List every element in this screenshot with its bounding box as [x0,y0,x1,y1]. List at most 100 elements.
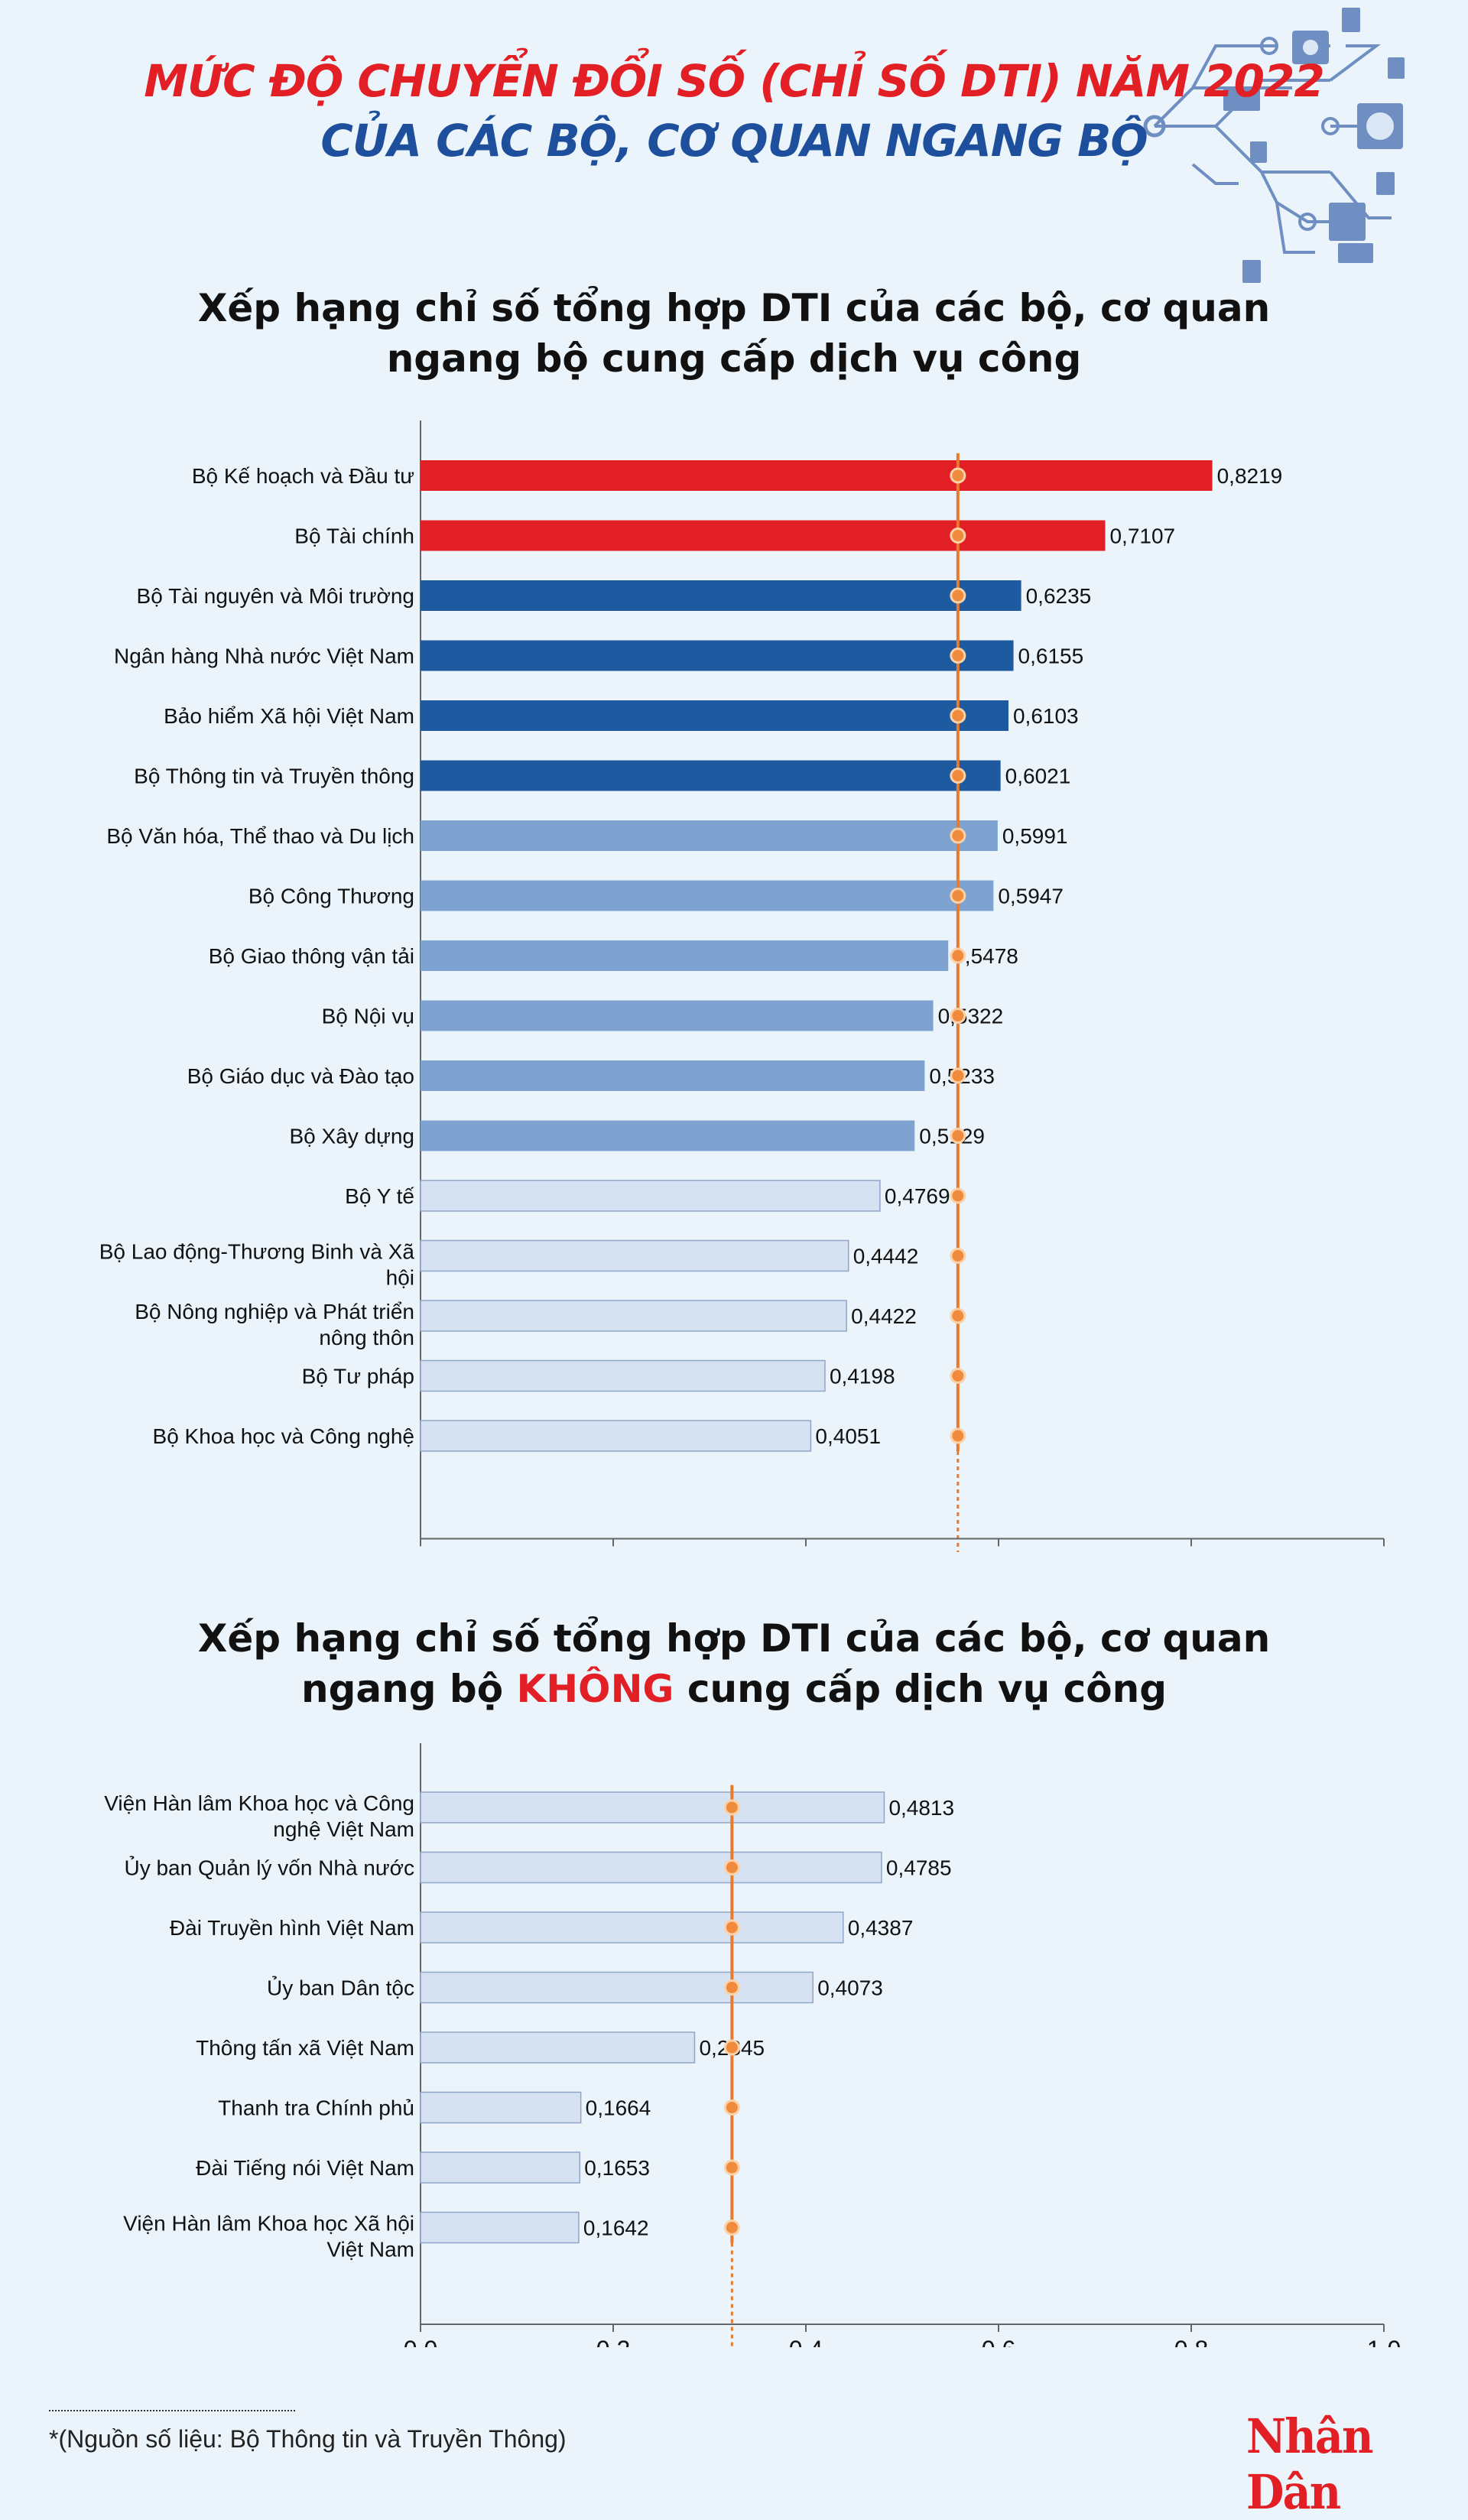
chart2-heading-before: ngang bộ [300,1667,517,1711]
circuit-decoration-icon [1143,8,1405,283]
category-label: Bộ Nội vụ [322,1005,414,1028]
bar [421,1120,915,1151]
bar-value-label: 0,8219 [1217,464,1283,488]
bar-value-label: 0,5947 [998,885,1064,908]
category-label: Viện Hàn lâm Khoa học và Công [104,1791,414,1815]
average-marker [723,2099,740,2116]
bar-value-label: 0,6235 [1026,584,1092,608]
average-marker [950,1248,966,1264]
average-marker [950,587,966,604]
average-marker [950,827,966,844]
chart1-heading: Xếp hạng chỉ số tổng hợp DTI của các bộ,… [0,283,1468,384]
bar-value-label: 0,5991 [1002,824,1068,848]
category-label: Ngân hàng Nhà nước Việt Nam [114,645,414,668]
bar [421,940,949,971]
bar-value-label: 0,6021 [1005,765,1071,788]
average-marker [950,1307,966,1324]
category-label: Bộ Kế hoạch và Đầu tư [192,464,414,488]
x-tick-label: 0,0 [404,1551,437,1553]
x-tick-label: 0,4 [789,2336,823,2347]
category-label: Bộ Khoa học và Công nghệ [153,1424,414,1448]
average-marker [950,707,966,724]
bar-value-label: 0,7107 [1109,524,1175,548]
bar-value-label: 0,4813 [888,1796,954,1820]
average-marker [950,528,966,544]
bar [421,460,1213,491]
bar [420,1971,814,2004]
category-label: Thông tấn xã Việt Nam [196,2036,414,2060]
chart2-dti-non-service-ministries: 0,4813 Viện Hàn lâm Khoa học và Côngnghệ … [104,1743,1401,2347]
average-marker [950,1187,966,1204]
nhan-dan-logo: Nhân Dân [1246,2408,1374,2520]
average-marker [950,648,966,664]
bar [421,880,994,911]
x-tick-label: 1,0 [1367,1551,1401,1553]
average-marker [723,2039,740,2056]
category-label: Viện Hàn lâm Khoa học Xã hội [123,2212,414,2236]
bar [420,1180,881,1212]
category-label: Bộ Giao thông vận tải [209,944,414,968]
bar [421,820,998,851]
category-label: Đài Tiếng nói Việt Nam [196,2156,414,2180]
category-label: nông thôn [319,1326,414,1349]
bar-value-label: 0,1642 [583,2216,649,2240]
bar-value-label: 0,4051 [815,1424,881,1448]
bar [421,520,1106,551]
bar-value-label: 0,4769 [885,1184,950,1208]
bar-value-label: 0,1664 [586,2096,651,2120]
x-tick-label: 0,0 [404,2336,437,2347]
category-label: Bộ Lao động-Thương Binh và Xã [99,1240,415,1264]
x-tick-label: 0,2 [596,1551,630,1553]
average-marker [950,1008,966,1024]
category-label: Thanh tra Chính phủ [218,2096,414,2120]
bar [421,1000,934,1031]
bar-value-label: 0,4073 [817,1976,883,2000]
x-tick-label: 0,8 [1174,2336,1208,2347]
bar [421,640,1014,671]
source-footnote: *(Nguồn số liệu: Bộ Thông tin và Truyền … [49,2425,567,2453]
bar-value-label: 0,4442 [853,1245,919,1268]
category-label: Bộ Tư pháp [302,1365,414,1388]
bar-value-label: 0,4198 [830,1365,895,1388]
footnote-divider [49,2410,295,2411]
chart2-heading-line2: ngang bộ KHÔNG cung cấp dịch vụ công [0,1664,1468,1714]
average-marker [723,1979,740,1996]
x-tick-label: 0,2 [596,2336,630,2347]
category-label: Bộ Giáo dục và Đào tạo [187,1064,414,1088]
bar [421,760,1001,791]
average-marker [950,467,966,484]
bar-value-label: 0,4785 [886,1856,952,1880]
main-title-line2: CỦA CÁC BỘ, CƠ QUAN NGANG BỘ [320,115,1148,167]
category-label: Đài Truyền hình Việt Nam [170,1916,414,1940]
category-label: hội [386,1266,414,1290]
average-marker [950,1067,966,1084]
average-marker [723,2159,740,2176]
main-title-line1: MỨC ĐỘ CHUYỂN ĐỔI SỐ (CHỈ SỐ DTI) NĂM 20… [144,55,1324,107]
average-marker [950,888,966,904]
bar [420,1420,812,1452]
category-label: nghệ Việt Nam [273,1817,414,1841]
bar [420,2151,581,2184]
category-label: Ủy ban Dân tộc [267,1976,414,2000]
average-marker [723,1799,740,1816]
category-label: Bộ Tài chính [294,524,414,548]
average-marker [950,1368,966,1384]
category-label: Bộ Xây dựng [289,1125,414,1148]
x-tick-label: 0,6 [982,2336,1015,2347]
x-tick-label: 1,0 [1367,2336,1401,2347]
x-tick-label: 0,6 [982,1551,1015,1553]
average-marker [723,1919,740,1936]
bar-value-label: 0,4387 [848,1916,914,1940]
average-marker [723,2220,740,2236]
category-label: Bộ Thông tin và Truyền thông [134,765,414,788]
bar [421,580,1021,611]
bar [421,700,1008,731]
bar-value-label: 0,6155 [1018,645,1084,668]
bar-value-label: 0,4422 [851,1304,917,1328]
chart1-heading-line1: Xếp hạng chỉ số tổng hợp DTI của các bộ,… [197,286,1271,330]
bar-value-label: 0,5322 [938,1005,1004,1028]
bar [421,1060,925,1091]
average-marker [950,1128,966,1144]
category-label: Bộ Y tế [345,1184,414,1208]
category-label: Bộ Tài nguyên và Môi trường [137,584,414,608]
